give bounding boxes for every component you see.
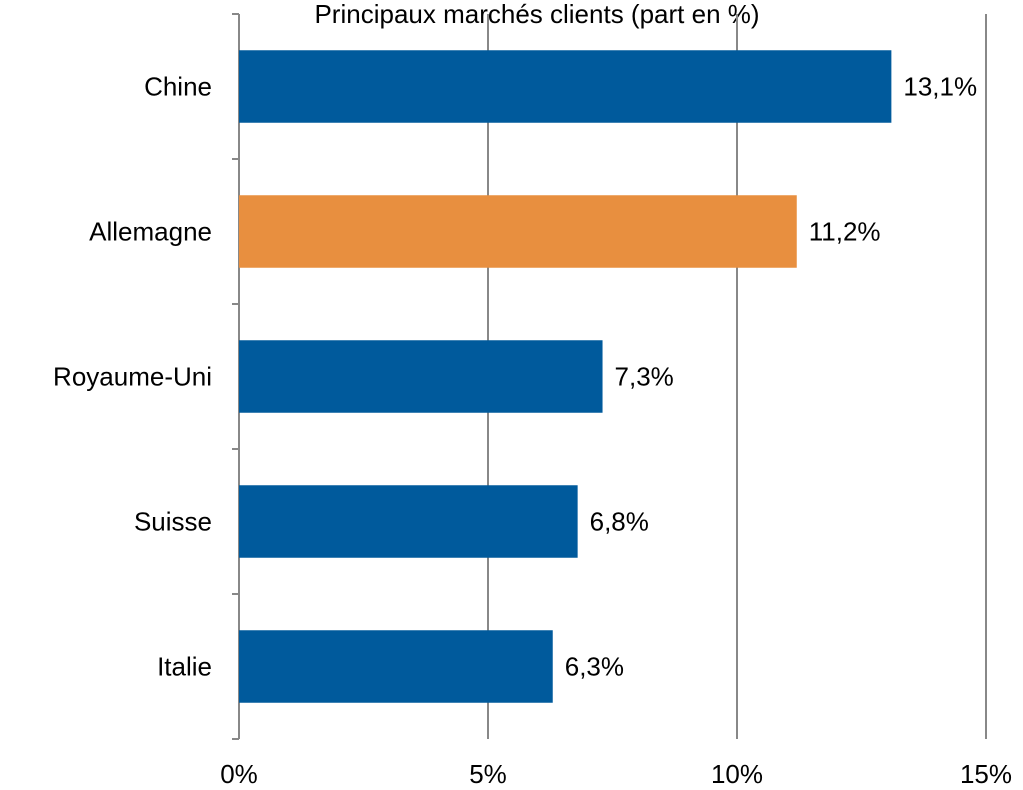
x-tick-label: 5% — [469, 759, 507, 789]
value-label: 11,2% — [809, 216, 881, 246]
y-tick-label: Allemagne — [89, 216, 212, 246]
bar — [239, 50, 892, 123]
bar — [239, 485, 578, 558]
y-tick-label: Suisse — [134, 506, 212, 536]
value-label: 13,1% — [903, 71, 977, 101]
x-tick-label: 0% — [220, 759, 258, 789]
y-tick-label: Royaume-Uni — [53, 361, 212, 391]
bar — [239, 630, 553, 703]
chart-title: Principaux marchés clients (part en %) — [314, 0, 759, 29]
value-label: 6,8% — [590, 506, 649, 536]
x-tick-label: 10% — [711, 759, 763, 789]
x-tick-label: 15% — [960, 759, 1012, 789]
value-label: 7,3% — [615, 361, 674, 391]
y-tick-label: Italie — [157, 651, 212, 681]
y-tick-label: Chine — [144, 71, 212, 101]
value-label: 6,3% — [565, 651, 624, 681]
bar — [239, 340, 603, 413]
bar — [239, 195, 797, 268]
